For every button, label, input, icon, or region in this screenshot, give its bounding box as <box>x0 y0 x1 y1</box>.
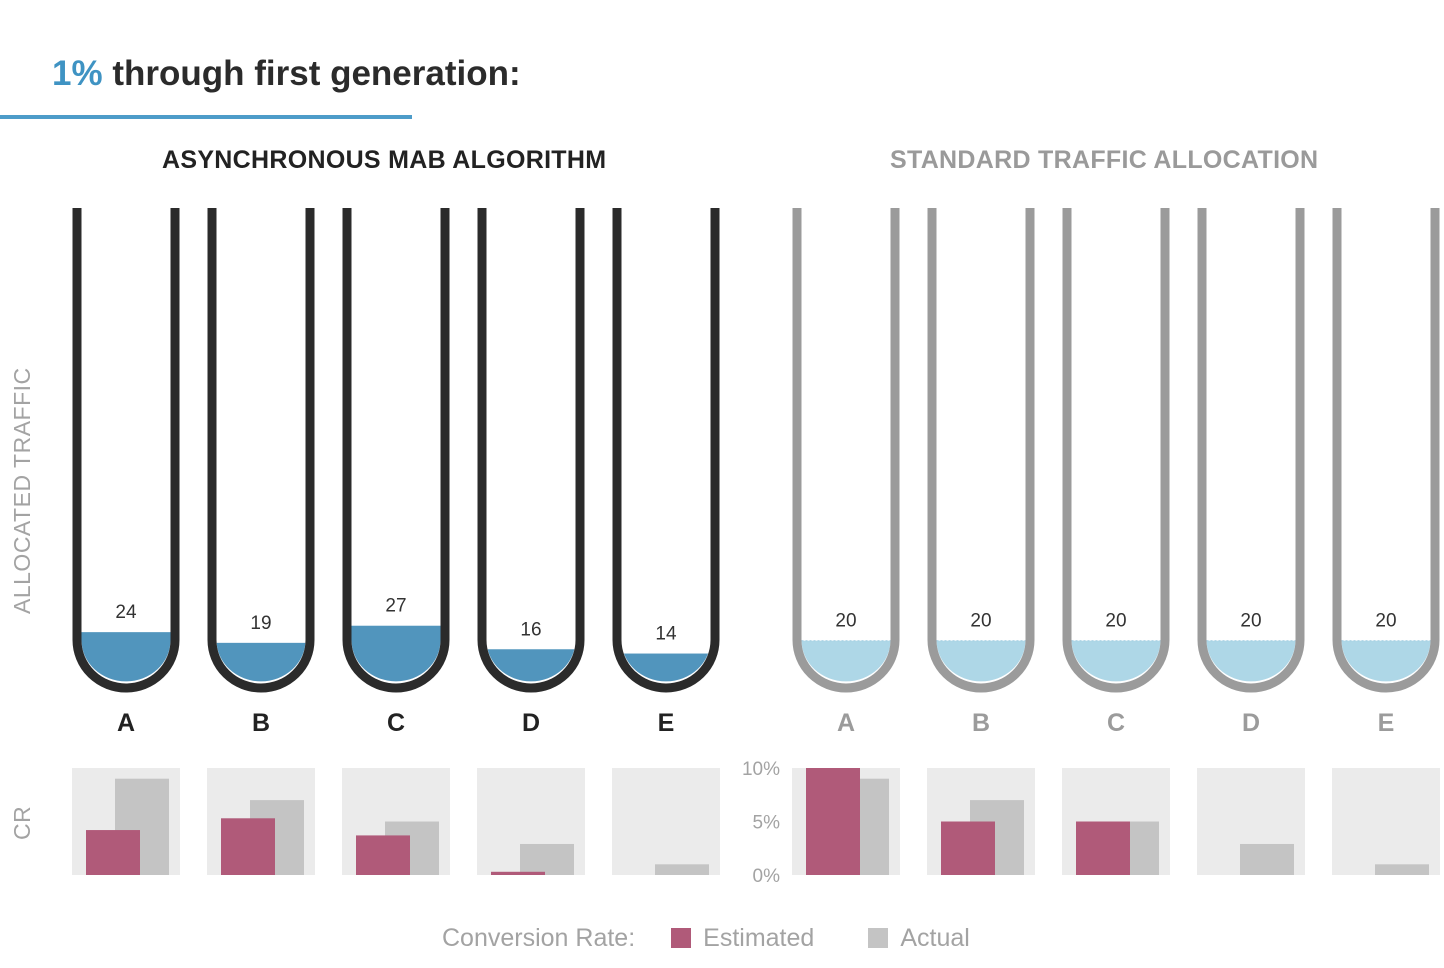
cr-tick-label: 5% <box>753 813 781 834</box>
variant-label: A <box>117 709 135 737</box>
mab-group-title: ASYNCHRONOUS MAB ALGORITHM <box>162 146 607 174</box>
traffic-value-label: 20 <box>1375 611 1396 632</box>
variant-label: E <box>1378 709 1395 737</box>
traffic-value-label: 20 <box>835 611 856 632</box>
standard-group-title: STANDARD TRAFFIC ALLOCATION <box>890 146 1319 174</box>
variant-label: D <box>522 709 540 737</box>
traffic-value-label: 19 <box>250 613 271 634</box>
estimated-swatch <box>671 928 692 948</box>
traffic-value-label: 20 <box>970 611 991 632</box>
traffic-value-label: 16 <box>520 619 541 640</box>
variant-label: B <box>972 709 990 737</box>
traffic-value-label: 27 <box>385 596 406 617</box>
cr-tick-label: 0% <box>753 866 781 887</box>
test-tube <box>477 208 585 693</box>
variant-label: D <box>1242 709 1260 737</box>
variant-label: C <box>1107 709 1125 737</box>
cr-panel <box>612 768 720 875</box>
title-underline <box>0 115 412 119</box>
actual-swatch <box>868 928 889 948</box>
legend-estimated-label: Estimated <box>703 923 815 952</box>
estimated-cr-bar <box>86 830 140 875</box>
traffic-value-label: 20 <box>1240 611 1261 632</box>
cr-panel <box>1332 768 1440 875</box>
test-tube <box>72 208 180 693</box>
actual-cr-bar <box>520 843 574 875</box>
estimated-cr-bar <box>941 821 995 875</box>
actual-cr-bar <box>1375 864 1429 875</box>
actual-cr-bar <box>1240 843 1294 875</box>
variant-label: E <box>658 709 675 737</box>
traffic-value-label: 20 <box>1105 611 1126 632</box>
variant-label: C <box>387 709 405 737</box>
legend-actual: Actual <box>868 923 970 953</box>
test-tube <box>342 208 450 693</box>
estimated-cr-bar <box>491 871 545 875</box>
test-tube <box>792 208 900 693</box>
legend-estimated: Estimated <box>671 924 814 953</box>
actual-cr-bar <box>655 864 709 875</box>
variant-label: A <box>837 709 855 737</box>
page-title: 1% through first generation: <box>52 54 521 94</box>
test-tube <box>927 208 1035 693</box>
estimated-cr-bar <box>1076 821 1130 875</box>
test-tube <box>1332 208 1440 693</box>
legend-label: Conversion Rate: <box>442 923 636 952</box>
traffic-value-label: 14 <box>655 624 677 645</box>
mab-group: 24 A 19 B 27 C 16 D 14 E <box>72 208 720 875</box>
test-tube <box>612 208 720 693</box>
estimated-cr-bar <box>221 818 275 875</box>
test-tube <box>1197 208 1305 693</box>
standard-group: 20 A 20 B 20 C 20 D 20 E <box>792 208 1440 875</box>
title-percent: 1% <box>52 54 103 93</box>
test-tube <box>207 208 315 693</box>
estimated-cr-bar <box>356 835 410 875</box>
legend-actual-label: Actual <box>900 923 970 952</box>
legend: Conversion Rate: Estimated Actual <box>442 922 970 954</box>
estimated-cr-bar <box>806 768 860 875</box>
test-tube <box>1062 208 1170 693</box>
traffic-value-label: 24 <box>115 602 137 623</box>
cr-tick-label: 10% <box>742 759 780 780</box>
title-text: through first generation: <box>112 54 521 93</box>
variant-label: B <box>252 709 270 737</box>
